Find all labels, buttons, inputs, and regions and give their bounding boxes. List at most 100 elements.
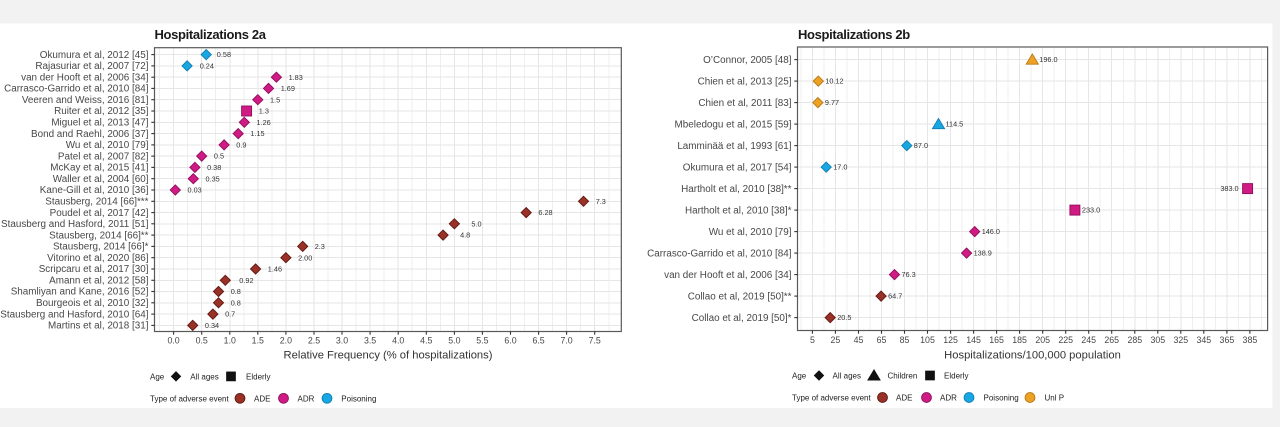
- svg-text:345: 345: [1196, 335, 1211, 345]
- svg-text:Miguel et al, 2013 [47]: Miguel et al, 2013 [47]: [51, 118, 148, 129]
- svg-text:Children: Children: [888, 372, 918, 381]
- svg-text:Poudel et al, 2017 [42]: Poudel et al, 2017 [42]: [50, 208, 149, 219]
- svg-text:1.5: 1.5: [270, 95, 280, 104]
- svg-text:138.9: 138.9: [974, 249, 992, 258]
- svg-text:6.0: 6.0: [504, 336, 516, 346]
- svg-text:0.9: 0.9: [236, 141, 246, 150]
- svg-text:3.5: 3.5: [364, 336, 376, 346]
- svg-text:305: 305: [1150, 335, 1165, 345]
- svg-text:Bond and Raehl, 2006 [37]: Bond and Raehl, 2006 [37]: [31, 129, 149, 140]
- svg-text:0.38: 0.38: [207, 163, 221, 172]
- svg-text:225: 225: [1058, 335, 1073, 345]
- svg-text:185: 185: [1012, 335, 1027, 345]
- svg-text:0.34: 0.34: [205, 321, 219, 330]
- svg-text:Mbeledogu et al, 2015 [59]: Mbeledogu et al, 2015 [59]: [675, 119, 792, 130]
- svg-text:Rajasuriar et al, 2007 [72]: Rajasuriar et al, 2007 [72]: [35, 61, 148, 72]
- svg-text:245: 245: [1081, 335, 1096, 345]
- svg-text:76.3: 76.3: [902, 270, 916, 279]
- svg-text:0.8: 0.8: [231, 298, 241, 307]
- svg-text:0.7: 0.7: [225, 310, 235, 319]
- svg-text:114.5: 114.5: [946, 120, 964, 129]
- svg-text:Scripcaru et al, 2017 [30]: Scripcaru et al, 2017 [30]: [39, 264, 149, 275]
- svg-text:10.12: 10.12: [825, 77, 843, 86]
- svg-text:Bourgeois et al, 2010 [32]: Bourgeois et al, 2010 [32]: [36, 298, 149, 309]
- svg-text:4.5: 4.5: [420, 336, 432, 346]
- svg-text:385: 385: [1243, 335, 1258, 345]
- svg-text:5.0: 5.0: [448, 336, 460, 346]
- svg-text:383.0: 383.0: [1220, 184, 1238, 193]
- svg-text:Type of adverse event: Type of adverse event: [150, 394, 229, 403]
- svg-text:Ruiter et al, 2012 [35]: Ruiter et al, 2012 [35]: [54, 106, 149, 117]
- svg-text:4.8: 4.8: [460, 231, 470, 240]
- svg-text:2.00: 2.00: [298, 253, 312, 262]
- svg-text:All ages: All ages: [190, 372, 218, 381]
- svg-text:0.8: 0.8: [231, 287, 241, 296]
- svg-text:285: 285: [1127, 335, 1142, 345]
- svg-text:1.69: 1.69: [281, 84, 295, 93]
- svg-text:0.92: 0.92: [239, 276, 253, 285]
- svg-text:0.0: 0.0: [167, 336, 179, 346]
- svg-text:Collao et al, 2019 [50]**: Collao et al, 2019 [50]**: [688, 291, 792, 302]
- svg-text:Lamminää et al, 1993 [61]: Lamminää et al, 1993 [61]: [677, 141, 791, 152]
- svg-text:Martins et al, 2018 [31]: Martins et al, 2018 [31]: [48, 321, 149, 332]
- svg-text:Carrasco-Garrido et al, 2010 [: Carrasco-Garrido et al, 2010 [84]: [647, 248, 792, 259]
- svg-text:9.77: 9.77: [825, 98, 839, 107]
- svg-text:4.0: 4.0: [392, 336, 404, 346]
- svg-text:87.0: 87.0: [914, 141, 928, 150]
- svg-text:2.5: 2.5: [308, 336, 320, 346]
- svg-text:Amann et al, 2012 [58]: Amann et al, 2012 [58]: [49, 276, 149, 287]
- svg-text:Shamliyan and Kane, 2016 [52]: Shamliyan and Kane, 2016 [52]: [11, 287, 149, 298]
- svg-text:Veeren and Weiss, 2016 [81]: Veeren and Weiss, 2016 [81]: [22, 95, 149, 106]
- svg-text:Stausberg and Hasford, 2010 [6: Stausberg and Hasford, 2010 [64]: [0, 309, 148, 320]
- svg-text:O’Connor, 2005 [48]: O’Connor, 2005 [48]: [703, 55, 792, 66]
- svg-text:van der Hooft et al, 2006 [34]: van der Hooft et al, 2006 [34]: [664, 270, 792, 281]
- svg-text:1.5: 1.5: [252, 336, 264, 346]
- svg-text:45: 45: [854, 335, 864, 345]
- svg-text:All ages: All ages: [833, 372, 861, 381]
- svg-text:2.3: 2.3: [315, 242, 325, 251]
- svg-text:Kane-Gill et al, 2010 [36]: Kane-Gill et al, 2010 [36]: [40, 185, 149, 196]
- svg-text:146.0: 146.0: [982, 227, 1000, 236]
- svg-text:85: 85: [900, 335, 910, 345]
- svg-text:van der Hooft et al, 2006 [34]: van der Hooft et al, 2006 [34]: [21, 72, 149, 83]
- svg-text:1.3: 1.3: [259, 107, 269, 116]
- svg-text:25: 25: [831, 335, 841, 345]
- svg-text:65: 65: [877, 335, 887, 345]
- svg-text:165: 165: [989, 335, 1004, 345]
- svg-text:Hospitalizations 2a: Hospitalizations 2a: [155, 27, 267, 42]
- svg-text:Stausberg, 2014 [66]**: Stausberg, 2014 [66]**: [49, 230, 149, 241]
- svg-text:125: 125: [943, 335, 958, 345]
- svg-text:Age: Age: [792, 372, 807, 381]
- svg-text:17.0: 17.0: [833, 163, 847, 172]
- svg-text:ADE: ADE: [896, 394, 912, 403]
- svg-text:3.0: 3.0: [336, 336, 348, 346]
- svg-text:5.0: 5.0: [471, 219, 481, 228]
- svg-text:Hartholt et al, 2010 [38]*: Hartholt et al, 2010 [38]*: [685, 205, 792, 216]
- svg-text:365: 365: [1220, 335, 1235, 345]
- svg-text:0.35: 0.35: [206, 174, 220, 183]
- svg-text:Carrasco-Garrido et al, 2010 [: Carrasco-Garrido et al, 2010 [84]: [4, 84, 149, 95]
- svg-text:Wu et al, 2010 [79]: Wu et al, 2010 [79]: [66, 140, 149, 151]
- svg-text:145: 145: [966, 335, 981, 345]
- svg-text:2.0: 2.0: [280, 336, 292, 346]
- svg-text:5: 5: [810, 335, 815, 345]
- svg-text:Okumura et al, 2012 [45]: Okumura et al, 2012 [45]: [40, 50, 149, 61]
- svg-text:Stausberg, 2014 [66]***: Stausberg, 2014 [66]***: [45, 197, 148, 208]
- svg-text:0.24: 0.24: [200, 62, 214, 71]
- svg-text:196.0: 196.0: [1039, 55, 1057, 64]
- svg-text:Hospitalizations 2b: Hospitalizations 2b: [798, 27, 910, 42]
- svg-text:6.5: 6.5: [532, 336, 544, 346]
- svg-text:Chien et al, 2011 [83]: Chien et al, 2011 [83]: [698, 98, 791, 109]
- svg-text:Stausberg and Hasford, 2011 [5: Stausberg and Hasford, 2011 [51]: [1, 219, 149, 230]
- svg-text:233.0: 233.0: [1082, 206, 1100, 215]
- svg-text:ADR: ADR: [940, 394, 957, 403]
- svg-text:Hospitalizations/100,000 popul: Hospitalizations/100,000 population: [944, 350, 1121, 362]
- svg-text:Collao et al, 2019 [50]*: Collao et al, 2019 [50]*: [692, 313, 792, 324]
- svg-text:Elderly: Elderly: [944, 372, 968, 381]
- svg-text:7.3: 7.3: [596, 197, 606, 206]
- svg-text:0.5: 0.5: [214, 152, 224, 161]
- svg-text:6.28: 6.28: [538, 208, 552, 217]
- svg-text:Unl P: Unl P: [1045, 394, 1065, 403]
- svg-text:Poisoning: Poisoning: [341, 394, 376, 403]
- svg-text:0.03: 0.03: [188, 186, 202, 195]
